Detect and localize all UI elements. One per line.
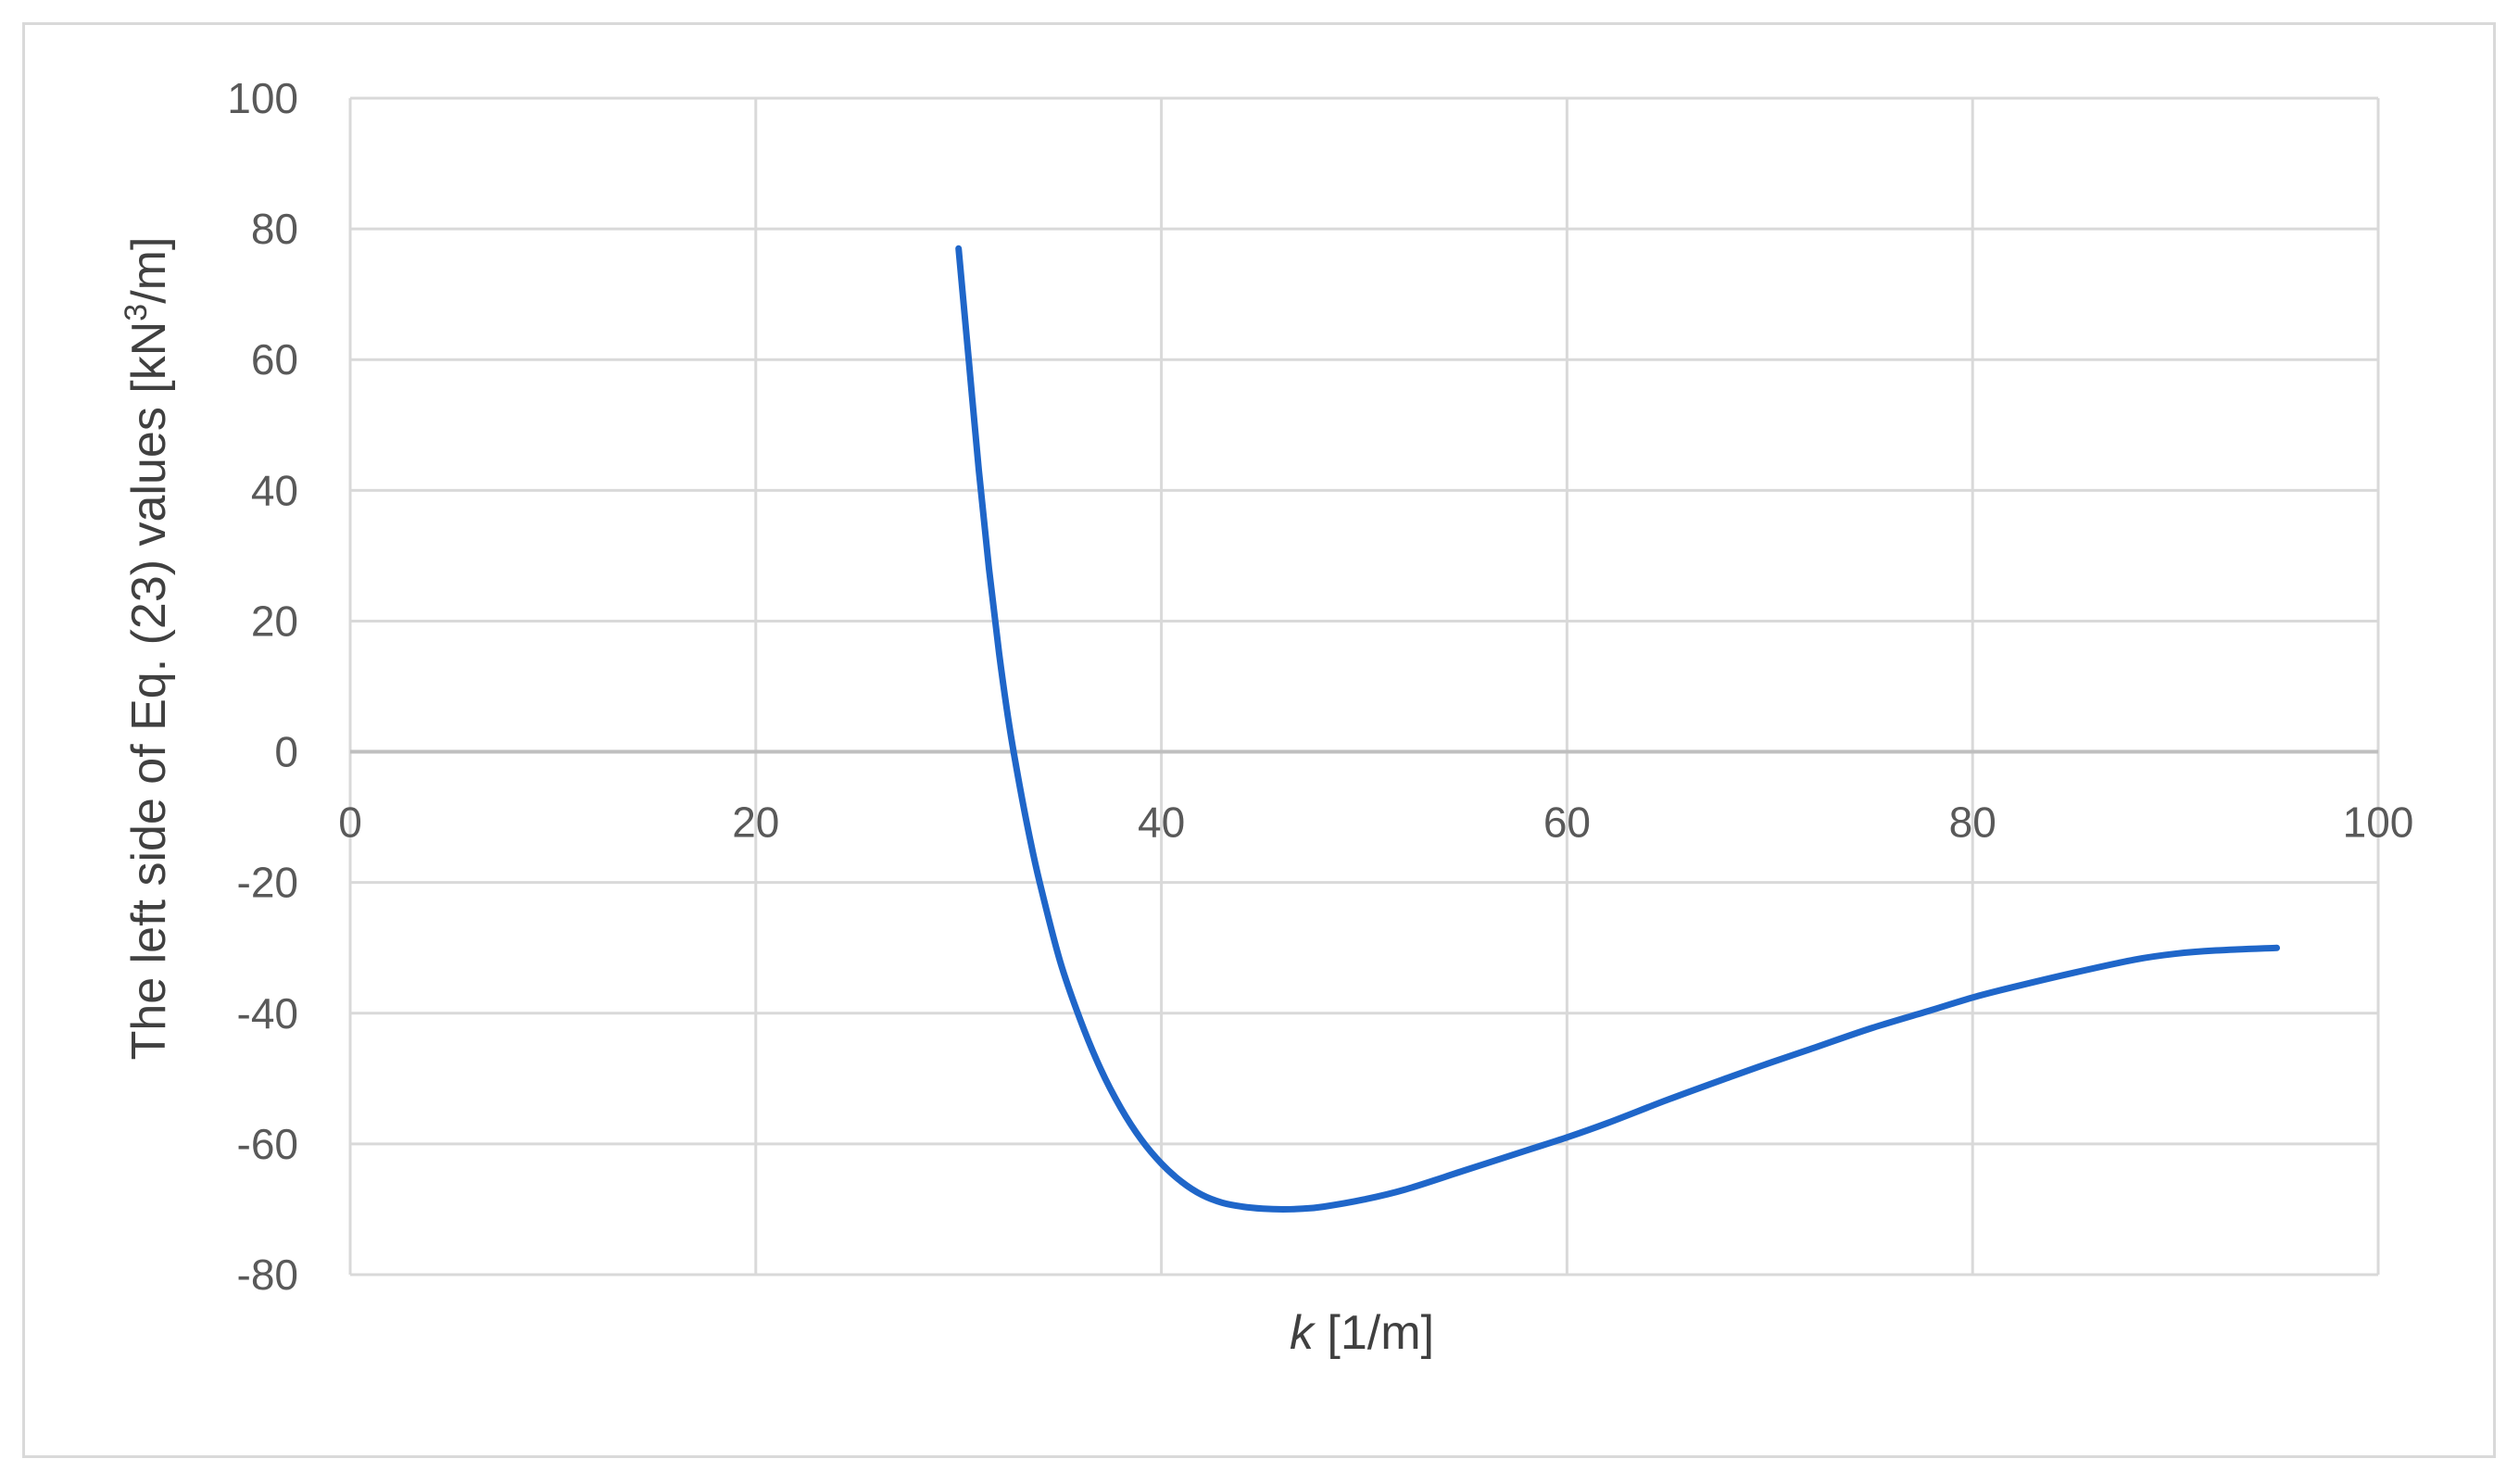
tick-labels: 100 80 60 40 20 0 -20 -40 -60 -80 0 20 40 60 80 100: [227, 74, 2413, 1299]
x-tick-label: 0: [338, 799, 362, 847]
grid-layer: [348, 96, 2380, 1276]
y-tick-label: -40: [237, 989, 298, 1038]
y-tick-label: -20: [237, 859, 298, 907]
x-axis-variable: k: [1290, 1306, 1316, 1360]
x-tick-label: 80: [1949, 799, 1996, 847]
y-axis-title-unit-end: /m]: [122, 237, 176, 304]
x-tick-label: 60: [1543, 799, 1591, 847]
chart-frame: [22, 22, 2496, 1458]
y-axis-title-text: The left side of Eq. (23) values [kN: [122, 321, 176, 1061]
y-tick-label: 40: [251, 466, 298, 514]
y-tick-label: 60: [251, 335, 298, 384]
x-tick-label: 40: [1138, 799, 1185, 847]
y-axis-title-superscript: 3: [119, 304, 154, 321]
y-tick-label: -80: [237, 1251, 298, 1299]
x-axis-title: k [1/m]: [1290, 1306, 1434, 1360]
y-tick-label: -60: [237, 1120, 298, 1168]
y-tick-label: 0: [274, 728, 298, 776]
x-axis-unit: [1/m]: [1314, 1306, 1434, 1360]
y-axis-title: The left side of Eq. (23) values [kN3/m]: [119, 237, 176, 1061]
series-line: [955, 245, 2281, 1213]
series-layer: [955, 245, 2281, 1213]
y-tick-label: 20: [251, 597, 298, 645]
y-tick-label: 100: [227, 74, 298, 122]
x-tick-label: 20: [732, 799, 779, 847]
x-tick-label: 100: [2343, 799, 2414, 847]
y-tick-label: 80: [251, 205, 298, 253]
